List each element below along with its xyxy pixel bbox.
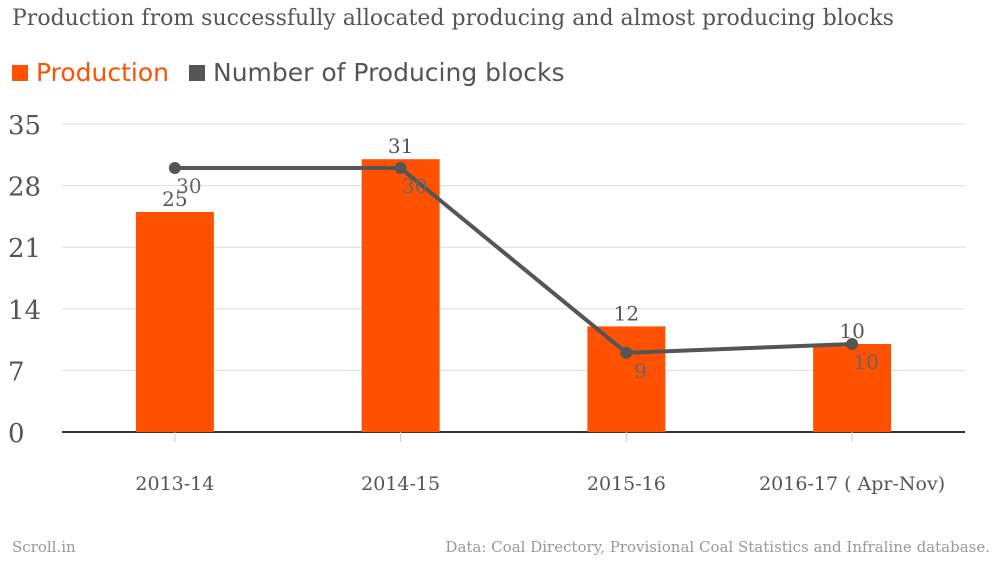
- chart-title: Production from successfully allocated p…: [12, 6, 894, 31]
- line-point-producing-blocks: [394, 162, 407, 174]
- bar-value-label: 25: [162, 187, 187, 211]
- line-value-label: 30: [176, 174, 201, 198]
- line-point-producing-blocks: [620, 346, 633, 359]
- y-tick-label: 0: [8, 419, 25, 449]
- line-value-label: 9: [634, 359, 647, 383]
- line-point-producing-blocks: [846, 338, 859, 350]
- bar-production: [361, 159, 440, 432]
- line-point-producing-blocks: [168, 162, 181, 174]
- legend-swatch-blocks: [189, 64, 206, 81]
- legend-label-blocks: Number of Producing blocks: [213, 58, 565, 87]
- bar-value-label: 12: [614, 301, 639, 325]
- source-credit: Scroll.in: [12, 538, 76, 556]
- y-tick-label: 21: [8, 234, 41, 264]
- data-source-note: Data: Coal Directory, Provisional Coal S…: [445, 538, 990, 556]
- line-value-label: 30: [402, 174, 427, 198]
- legend-item-production: Production: [12, 58, 169, 87]
- x-tick-label: 2013-14: [135, 473, 214, 495]
- bar-production: [135, 212, 214, 432]
- x-tick-label: 2014-15: [361, 473, 440, 495]
- legend: Production Number of Producing blocks: [12, 58, 585, 87]
- y-tick-label: 14: [8, 296, 41, 326]
- legend-label-production: Production: [36, 58, 170, 87]
- y-tick-label: 35: [8, 111, 41, 141]
- x-tick-label: 2016-17 ( Apr-Nov): [759, 473, 945, 495]
- bar-production: [813, 344, 892, 432]
- line-producing-blocks: [174, 166, 853, 355]
- bar-production: [587, 326, 666, 432]
- x-tick-label: 2015-16: [587, 473, 666, 495]
- legend-swatch-production: [12, 64, 28, 81]
- bar-value-label: 31: [388, 134, 413, 158]
- legend-item-blocks: Number of Producing blocks: [189, 58, 565, 87]
- y-tick-label: 28: [8, 173, 41, 203]
- line-value-label: 10: [853, 350, 878, 374]
- y-tick-label: 7: [8, 357, 25, 387]
